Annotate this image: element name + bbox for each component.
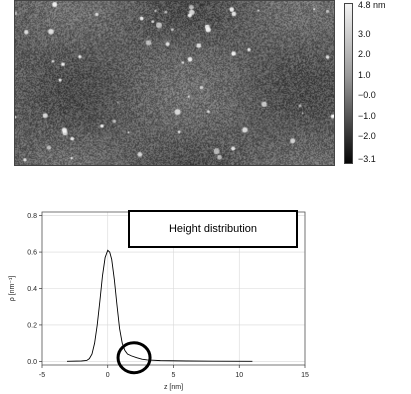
colorbar-label: −0.0 bbox=[358, 90, 376, 100]
x-tick-label: 15 bbox=[301, 372, 309, 379]
colorbar-label: 3.0 bbox=[358, 29, 371, 39]
colorbar-label-min: −3.1 bbox=[358, 154, 376, 164]
tail-highlight-circle bbox=[116, 341, 152, 375]
height-distribution-line bbox=[66, 249, 253, 362]
y-axis-label: ρ [nm⁻¹] bbox=[9, 276, 16, 302]
x-tick-label: 0 bbox=[106, 372, 110, 379]
y-tick-label: 0.6 bbox=[27, 250, 37, 257]
colorbar-label: 1.0 bbox=[358, 70, 371, 80]
colorbar-label: 2.0 bbox=[358, 49, 371, 59]
x-tick-label: 5 bbox=[172, 372, 176, 379]
x-tick-label: 10 bbox=[235, 372, 243, 379]
x-tick-label: -5 bbox=[39, 372, 45, 379]
colorbar-label-max: 4.8 nm bbox=[358, 0, 386, 10]
legend-text: Height distribution bbox=[168, 223, 258, 235]
colorbar-label: −1.0 bbox=[358, 111, 376, 121]
y-tick-label: 0.2 bbox=[27, 322, 37, 329]
afm-surface-texture bbox=[15, 1, 334, 165]
y-tick-label: 0.4 bbox=[27, 286, 37, 293]
y-tick-label: 0.0 bbox=[27, 359, 37, 366]
y-tick-label: 0.8 bbox=[27, 213, 37, 220]
afm-height-image bbox=[14, 0, 335, 166]
x-axis-label: z [nm] bbox=[164, 384, 183, 391]
height-distribution-plot: -5 0 5 10 15 0.0 0.2 0.4 0.6 0.8 z [nm] ρ [nm⁻¹] bbox=[9, 211, 309, 391]
colorbar-label: −2.0 bbox=[358, 131, 376, 141]
colorbar-labels: 4.8 nm 3.0 2.0 1.0 −0.0 −1.0 −2.0 −3.1 bbox=[358, 0, 411, 170]
height-colorbar bbox=[344, 3, 353, 164]
chart-legend-box: Height distribution bbox=[128, 210, 298, 248]
height-distribution-chart: -5 0 5 10 15 0.0 0.2 0.4 0.6 0.8 z [nm] ρ [nm⁻¹] bbox=[0, 200, 411, 394]
